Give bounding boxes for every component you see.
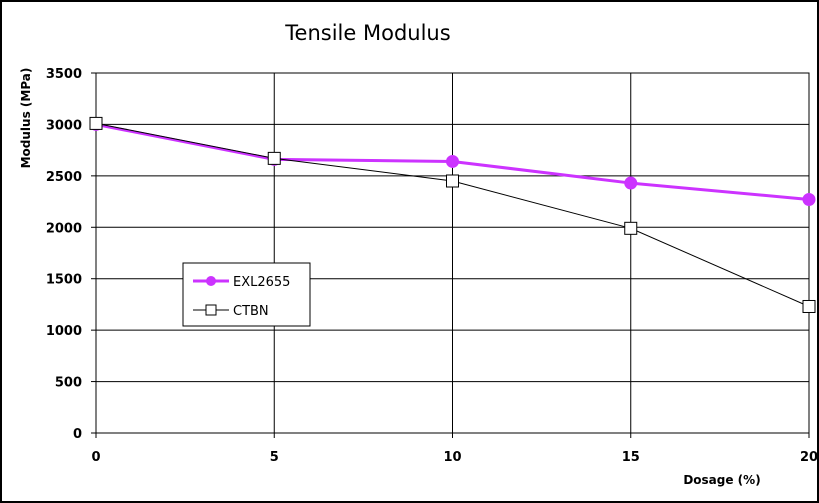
data-point [446,174,459,188]
legend-marker [206,276,216,286]
legend-label: EXL2655 [233,275,290,290]
legend: EXL2655 CTBN [182,262,311,327]
data-point [267,151,281,165]
legend-box [182,262,311,327]
chart-title: Tensile Modulus [284,21,450,45]
data-point [446,154,459,168]
x-tick-label: 0 [91,450,100,465]
legend-label: CTBN [233,304,269,319]
x-axis-ticks: 0 5 10 15 20 [91,433,818,465]
data-point [802,299,816,313]
y-tick-label: 3500 [46,67,82,82]
y-axis-label: Modulus (MPa) [19,68,33,169]
x-axis-label: Dosage (%) [683,473,760,487]
x-tick-label: 5 [270,450,279,465]
y-tick-label: 2000 [46,221,82,236]
x-tick-label: 20 [800,450,818,465]
data-point [624,176,638,190]
y-tick-label: 1000 [46,324,82,339]
y-tick-label: 0 [73,427,82,442]
data-point [802,193,816,207]
y-tick-label: 3000 [46,118,82,133]
data-point [89,116,103,130]
x-tick-label: 10 [443,450,461,465]
y-axis-ticks: 0 500 1000 1500 2000 2500 3000 3500 [46,67,96,442]
x-tick-label: 15 [622,450,640,465]
legend-marker [205,304,217,316]
series-layer [89,116,816,313]
y-tick-label: 1500 [46,273,82,288]
y-tick-label: 2500 [46,170,82,185]
y-tick-label: 500 [55,376,82,391]
plot-grid [95,72,810,434]
data-point [624,221,638,235]
legend-item: EXL2655 [193,275,290,290]
series-ctbn [89,116,816,313]
legend-item: CTBN [193,304,269,319]
